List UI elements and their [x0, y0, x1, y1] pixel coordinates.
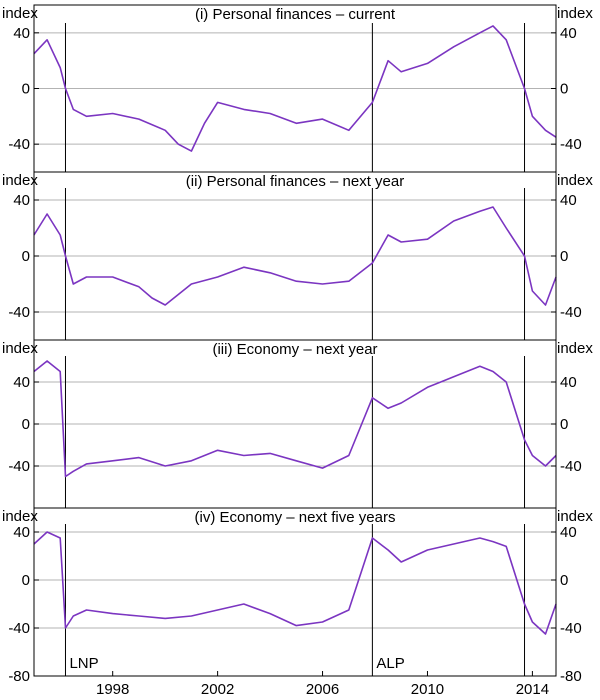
y-tick-label-right: 0	[560, 416, 568, 433]
unit-label-left: index	[2, 508, 38, 525]
y-tick-label-left: 40	[13, 25, 30, 42]
panel-title: (iv) Economy – next five years	[195, 509, 396, 526]
y-tick-label-right: -40	[560, 458, 582, 475]
y-tick-label-left: -80	[8, 668, 30, 685]
y-tick-label-right: -40	[560, 136, 582, 153]
y-tick-label-left: -40	[8, 136, 30, 153]
unit-label-right: index	[557, 508, 593, 525]
unit-label-right: index	[557, 5, 593, 22]
x-tick-label: 2006	[306, 681, 339, 698]
y-tick-label-left: 0	[22, 248, 30, 265]
series-line	[33, 531, 557, 635]
y-tick-label-left: 40	[13, 192, 30, 209]
panel-1: 40 40 0 0 -40 -40 index index (i) Personal finan…	[2, 4, 593, 173]
x-tick-label: 1998	[96, 681, 129, 698]
panel-3: 40 40 0 0 -40 -40 index index (iii) Economy – ne…	[2, 339, 593, 509]
y-tick-label-right: 40	[560, 524, 577, 541]
panel-2: 40 40 0 0 -40 -40 index index (ii) Personal fina…	[2, 171, 593, 341]
y-tick-label-right: 0	[560, 572, 568, 589]
y-tick-label-right: -40	[560, 620, 582, 637]
unit-label-left: index	[2, 5, 38, 22]
series-line	[33, 25, 557, 152]
y-tick-label-left: -40	[8, 458, 30, 475]
series-line	[33, 360, 557, 478]
x-tick-label: 2002	[201, 681, 234, 698]
y-tick-label-left: -40	[8, 304, 30, 321]
x-tick-label: 2014	[516, 681, 549, 698]
event-label: LNP	[69, 655, 98, 672]
y-tick-label-right: 40	[560, 192, 577, 209]
unit-label-left: index	[2, 172, 38, 189]
panel-title: (iii) Economy – next year	[212, 341, 377, 358]
unit-label-left: index	[2, 340, 38, 357]
series-line	[33, 206, 557, 306]
y-tick-label-left: 0	[22, 416, 30, 433]
y-tick-label-right: 0	[560, 248, 568, 265]
unit-label-right: index	[557, 172, 593, 189]
y-tick-label-right: 40	[560, 374, 577, 391]
x-tick-label: 2010	[411, 681, 444, 698]
panel-4: 40 40 0 0 -40 -40 -80 -80 index index (iv) Economy…	[2, 507, 593, 685]
y-tick-label-right: 0	[560, 81, 568, 98]
y-tick-label-right: -40	[560, 304, 582, 321]
unit-label-right: index	[557, 340, 593, 357]
y-tick-label-left: 0	[22, 572, 30, 589]
y-tick-label-left: 0	[22, 81, 30, 98]
panel-title: (ii) Personal finances – next year	[186, 173, 404, 190]
y-tick-label-left: -40	[8, 620, 30, 637]
event-label: ALP	[376, 655, 404, 672]
y-tick-label-right: -80	[560, 668, 582, 685]
panel-frame	[33, 507, 557, 677]
y-tick-label-left: 40	[13, 524, 30, 541]
y-tick-label-right: 40	[560, 25, 577, 42]
panel-title: (i) Personal finances – current	[195, 6, 396, 23]
y-tick-label-left: 40	[13, 374, 30, 391]
